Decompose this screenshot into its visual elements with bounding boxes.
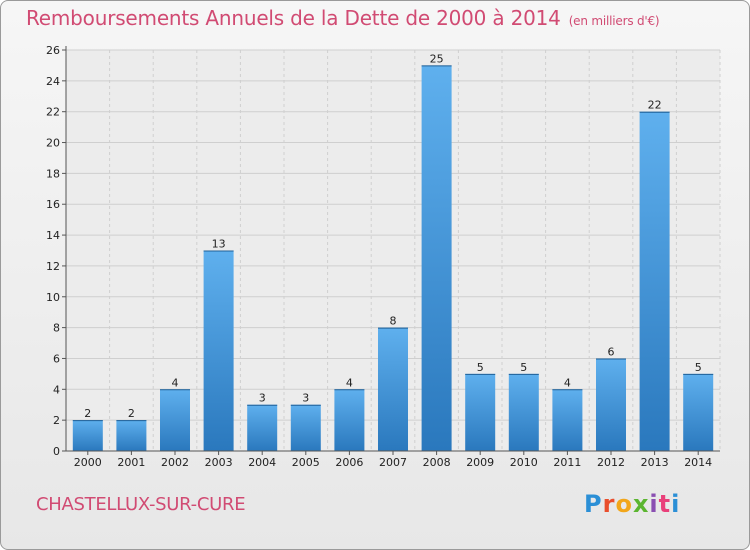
bar-value-label: 3 bbox=[302, 392, 309, 405]
logo-letter: t bbox=[658, 490, 672, 518]
bar bbox=[72, 420, 103, 451]
bar-value-label: 5 bbox=[695, 361, 702, 374]
x-tick-label: 2011 bbox=[553, 456, 581, 469]
bar-value-label: 2 bbox=[84, 407, 91, 420]
bar bbox=[247, 404, 278, 451]
bar-value-label: 8 bbox=[390, 315, 397, 328]
bar bbox=[508, 373, 539, 451]
logo-letter: i bbox=[649, 490, 659, 518]
x-tick-label: 2009 bbox=[466, 456, 494, 469]
bar bbox=[116, 420, 147, 451]
x-tick-label: 2014 bbox=[684, 456, 712, 469]
y-tick-label: 24 bbox=[46, 75, 60, 88]
x-tick-label: 2001 bbox=[117, 456, 145, 469]
bar bbox=[203, 250, 234, 451]
x-tick-label: 2010 bbox=[510, 456, 538, 469]
y-tick-label: 10 bbox=[46, 291, 60, 304]
bar bbox=[683, 373, 714, 451]
y-tick-label: 12 bbox=[46, 260, 60, 273]
y-tick-label: 22 bbox=[46, 106, 60, 119]
y-tick-label: 6 bbox=[53, 352, 60, 365]
y-tick-label: 26 bbox=[46, 44, 60, 57]
x-tick-label: 2005 bbox=[292, 456, 320, 469]
proxiti-logo: Proxiti bbox=[584, 490, 680, 518]
logo-letter: P bbox=[584, 490, 603, 518]
x-tick-label: 2008 bbox=[423, 456, 451, 469]
x-tick-label: 2012 bbox=[597, 456, 625, 469]
bar-value-label: 22 bbox=[648, 99, 662, 112]
bar bbox=[160, 389, 190, 451]
logo-letter: x bbox=[632, 490, 650, 518]
bar bbox=[290, 404, 321, 451]
x-tick-label: 2003 bbox=[205, 456, 233, 469]
bar-value-label: 4 bbox=[564, 376, 571, 389]
logo-letter: i bbox=[671, 490, 681, 518]
bar-value-label: 4 bbox=[346, 376, 353, 389]
commune-name: CHASTELLUX-SUR-CURE bbox=[36, 494, 246, 515]
y-tick-label: 20 bbox=[46, 137, 60, 150]
logo-letter: o bbox=[615, 490, 633, 518]
bar bbox=[378, 327, 408, 451]
x-tick-label: 2007 bbox=[379, 456, 407, 469]
x-tick-label: 2006 bbox=[335, 456, 363, 469]
bar-value-label: 25 bbox=[430, 52, 444, 65]
bar bbox=[639, 111, 670, 451]
bar-value-label: 5 bbox=[477, 361, 484, 374]
y-tick-label: 0 bbox=[53, 445, 60, 458]
y-tick-label: 4 bbox=[53, 383, 60, 396]
bar-value-label: 4 bbox=[172, 376, 179, 389]
bar-value-label: 2 bbox=[128, 407, 135, 420]
x-tick-label: 2002 bbox=[161, 456, 189, 469]
bar bbox=[552, 389, 583, 451]
bar bbox=[421, 65, 452, 451]
y-tick-label: 2 bbox=[53, 414, 60, 427]
y-tick-label: 18 bbox=[46, 167, 60, 180]
y-tick-label: 14 bbox=[46, 229, 60, 242]
bar-value-label: 6 bbox=[608, 345, 615, 358]
bar-value-label: 13 bbox=[212, 238, 226, 251]
x-tick-label: 2013 bbox=[641, 456, 669, 469]
y-tick-label: 8 bbox=[53, 322, 60, 335]
chart-title: Remboursements Annuels de la Dette de 20… bbox=[26, 6, 561, 30]
bar-value-label: 3 bbox=[259, 392, 266, 405]
bar bbox=[334, 389, 365, 451]
bar-value-label: 5 bbox=[520, 361, 527, 374]
bar bbox=[596, 358, 626, 451]
chart-title-block: Remboursements Annuels de la Dette de 20… bbox=[26, 6, 660, 30]
y-tick-label: 16 bbox=[46, 198, 60, 211]
bar bbox=[465, 373, 496, 451]
chart-subtitle: (en milliers d'€) bbox=[568, 14, 660, 28]
x-tick-label: 2000 bbox=[74, 456, 102, 469]
logo-letter: r bbox=[602, 490, 616, 518]
x-tick-label: 2004 bbox=[248, 456, 276, 469]
